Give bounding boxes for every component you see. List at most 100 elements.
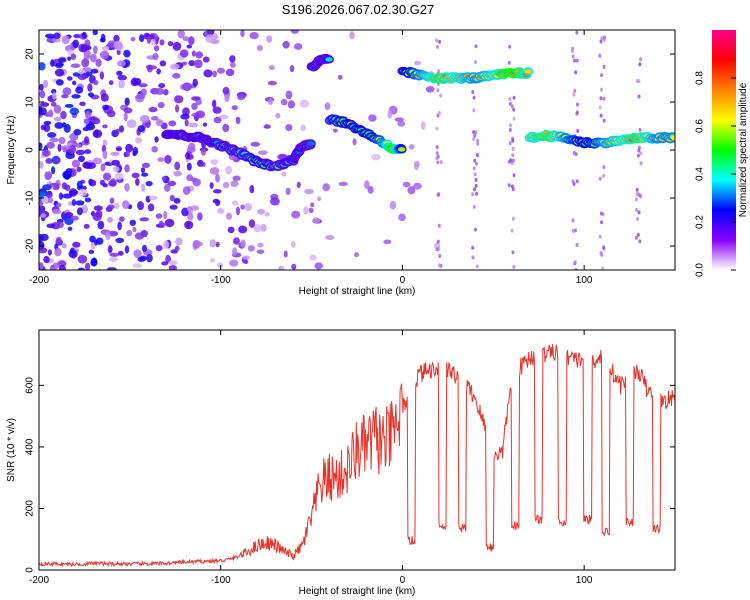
noise-cell: [106, 267, 117, 270]
noise-cell: [475, 264, 479, 269]
y-tick-label: 200: [25, 500, 36, 517]
noise-cell: [511, 153, 515, 158]
noise-cell: [43, 79, 49, 89]
noise-cell: [168, 260, 178, 265]
noise-cell: [77, 69, 85, 75]
noise-cell: [50, 166, 56, 175]
noise-cell: [511, 138, 515, 143]
noise-cell: [182, 82, 192, 91]
noise-cell: [92, 157, 103, 165]
noise-cell: [39, 247, 48, 254]
noise-cell: [473, 172, 477, 177]
noise-cell: [41, 149, 51, 157]
noise-cell: [90, 116, 96, 121]
noise-cell: [156, 68, 161, 75]
noise-cell: [219, 114, 229, 120]
noise-cell: [209, 239, 216, 248]
noise-cell: [61, 35, 70, 45]
noise-cell: [182, 36, 190, 42]
noise-cell: [46, 223, 56, 229]
noise-cell: [337, 74, 343, 80]
noise-cell: [147, 64, 153, 73]
noise-cell: [62, 193, 73, 199]
noise-cell: [66, 76, 73, 81]
noise-cell: [299, 99, 310, 108]
noise-cell: [46, 38, 52, 43]
noise-cell: [84, 262, 91, 270]
noise-cell: [247, 244, 255, 252]
noise-cell: [636, 232, 640, 237]
noise-cell: [133, 77, 142, 86]
noise-cell: [117, 221, 122, 231]
noise-cell: [263, 124, 271, 129]
noise-cell: [435, 156, 439, 161]
noise-cell: [154, 87, 165, 95]
noise-cell: [435, 151, 439, 156]
noise-cell: [195, 51, 204, 59]
noise-cell: [472, 166, 476, 171]
noise-cell: [179, 49, 189, 58]
noise-cell: [185, 152, 191, 160]
noise-cell: [102, 104, 109, 111]
y-tick-label: -10: [25, 190, 36, 205]
noise-cell: [91, 257, 98, 266]
noise-cell: [439, 160, 443, 165]
noise-cell: [349, 31, 355, 40]
noise-cell: [638, 239, 642, 244]
noise-cell: [99, 71, 105, 80]
noise-cell: [139, 115, 150, 123]
noise-cell: [102, 150, 108, 160]
noise-cell: [71, 94, 81, 99]
noise-cell: [231, 105, 238, 111]
spectrogram-x-ticks: -200 -100 0 100: [29, 30, 593, 286]
noise-cell: [332, 128, 338, 133]
noise-cell: [474, 161, 478, 166]
noise-cell: [237, 94, 246, 101]
noise-cell: [39, 200, 43, 207]
noise-cell: [62, 170, 72, 180]
noise-cell: [75, 149, 86, 156]
noise-cell: [83, 118, 89, 125]
noise-cell: [268, 65, 275, 70]
noise-cell: [131, 172, 140, 179]
noise-cell: [48, 197, 54, 204]
noise-cell: [53, 116, 62, 122]
noise-cell: [39, 62, 46, 71]
noise-cell: [90, 68, 99, 74]
noise-cell: [47, 249, 52, 256]
noise-cell: [413, 160, 420, 168]
x-tick-label: 100: [576, 575, 593, 586]
noise-cell: [68, 250, 78, 259]
ridge-cell: [325, 57, 333, 62]
noise-cell: [473, 158, 477, 163]
noise-cell: [134, 137, 143, 144]
noise-cell: [146, 34, 152, 44]
noise-cell: [136, 201, 145, 211]
noise-cell: [167, 41, 174, 47]
noise-cell: [296, 181, 301, 189]
x-tick-label: 100: [576, 275, 593, 286]
noise-cell: [158, 220, 164, 227]
noise-cell: [71, 199, 77, 206]
noise-cell: [638, 62, 642, 67]
figure-title: S196.2026.067.02.30.G27: [282, 2, 435, 17]
noise-cell: [389, 200, 397, 210]
noise-cell: [126, 229, 133, 237]
noise-cell: [512, 158, 516, 163]
noise-cell: [135, 178, 140, 186]
noise-cell: [571, 46, 575, 51]
noise-cell: [93, 79, 99, 86]
noise-cell: [425, 86, 435, 93]
noise-cell: [509, 123, 513, 128]
noise-cell: [106, 204, 116, 210]
noise-cell: [51, 37, 61, 43]
noise-cell: [227, 226, 235, 234]
noise-cell: [67, 56, 72, 61]
noise-cell: [240, 30, 245, 38]
noise-cell: [281, 171, 287, 177]
colorbar-gradient: [712, 30, 736, 270]
noise-cell: [571, 218, 575, 223]
noise-cell: [338, 181, 348, 187]
noise-cell: [187, 212, 194, 221]
noise-cell: [168, 265, 178, 270]
